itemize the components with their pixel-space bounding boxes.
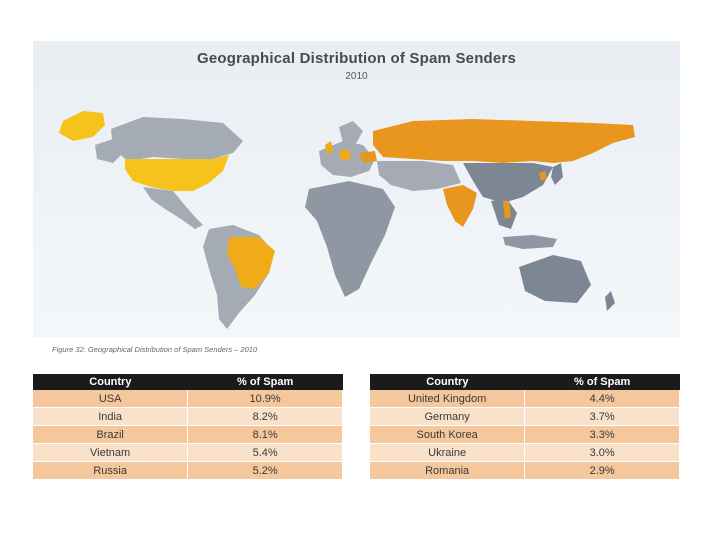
country-cell: Germany (370, 407, 526, 426)
country-cell: Vietnam (33, 443, 189, 462)
table-header-row: Country % of Spam (370, 374, 680, 390)
table-row: Romania 2.9% (370, 461, 680, 480)
column-header-percent: % of Spam (524, 374, 680, 390)
figure-caption: Figure 32: Geographical Distribution of … (52, 345, 258, 354)
africa-region (305, 181, 395, 297)
percent-cell: 2.9% (524, 461, 680, 480)
table-row: Brazil 8.1% (33, 425, 343, 444)
australia-region (519, 255, 591, 303)
country-cell: India (33, 407, 189, 426)
ukraine-region (359, 151, 377, 163)
canada-region (111, 117, 243, 161)
table-row: Germany 3.7% (370, 407, 680, 426)
table-row: Vietnam 5.4% (33, 443, 343, 462)
south-korea-region (539, 171, 547, 181)
country-cell: USA (33, 390, 189, 408)
country-cell: Ukraine (370, 443, 526, 462)
germany-region (339, 149, 351, 161)
country-cell: Romania (370, 461, 526, 480)
percent-cell: 5.4% (187, 443, 343, 462)
table-row: Ukraine 3.0% (370, 443, 680, 462)
table-row: India 8.2% (33, 407, 343, 426)
column-header-percent: % of Spam (187, 374, 343, 390)
russia-region (373, 119, 635, 163)
percent-cell: 8.1% (187, 425, 343, 444)
percent-cell: 8.2% (187, 407, 343, 426)
table-row: United Kingdom 4.4% (370, 390, 680, 408)
china-region (463, 163, 553, 203)
percent-cell: 5.2% (187, 461, 343, 480)
alaska-region (95, 139, 125, 163)
scandinavia-region (339, 121, 363, 145)
country-cell: Russia (33, 461, 189, 480)
country-cell: Brazil (33, 425, 189, 444)
indonesia-region (503, 235, 557, 249)
map-title: Geographical Distribution of Spam Sender… (196, 50, 517, 67)
spam-table-left: Country % of Spam USA 10.9% India 8.2% B… (33, 374, 343, 480)
vietnam-region (503, 201, 511, 219)
brazil-region (227, 237, 275, 289)
southeast-asia-region (491, 199, 517, 229)
greenland-region (59, 111, 105, 141)
japan-region (551, 163, 563, 185)
table-header-row: Country % of Spam (33, 374, 343, 390)
spam-table-right: Country % of Spam United Kingdom 4.4% Ge… (370, 374, 680, 480)
column-header-country: Country (33, 374, 188, 390)
world-map (59, 111, 635, 329)
country-cell: United Kingdom (370, 390, 526, 408)
mexico-region (143, 187, 203, 229)
india-region (443, 185, 477, 227)
percent-cell: 3.7% (524, 407, 680, 426)
table-row: South Korea 3.3% (370, 425, 680, 444)
uk-region (325, 141, 333, 155)
percent-cell: 3.3% (524, 425, 680, 444)
country-cell: South Korea (370, 425, 526, 444)
map-panel: Geographical Distribution of Spam Sender… (33, 41, 680, 337)
percent-cell: 10.9% (187, 390, 343, 408)
new-zealand-region (605, 291, 615, 311)
table-row: USA 10.9% (33, 390, 343, 408)
map-subtitle: 2010 (345, 71, 368, 82)
percent-cell: 3.0% (524, 443, 680, 462)
table-row: Russia 5.2% (33, 461, 343, 480)
percent-cell: 4.4% (524, 390, 680, 408)
central-asia-region (377, 161, 461, 191)
usa-region (125, 155, 229, 191)
column-header-country: Country (370, 374, 525, 390)
